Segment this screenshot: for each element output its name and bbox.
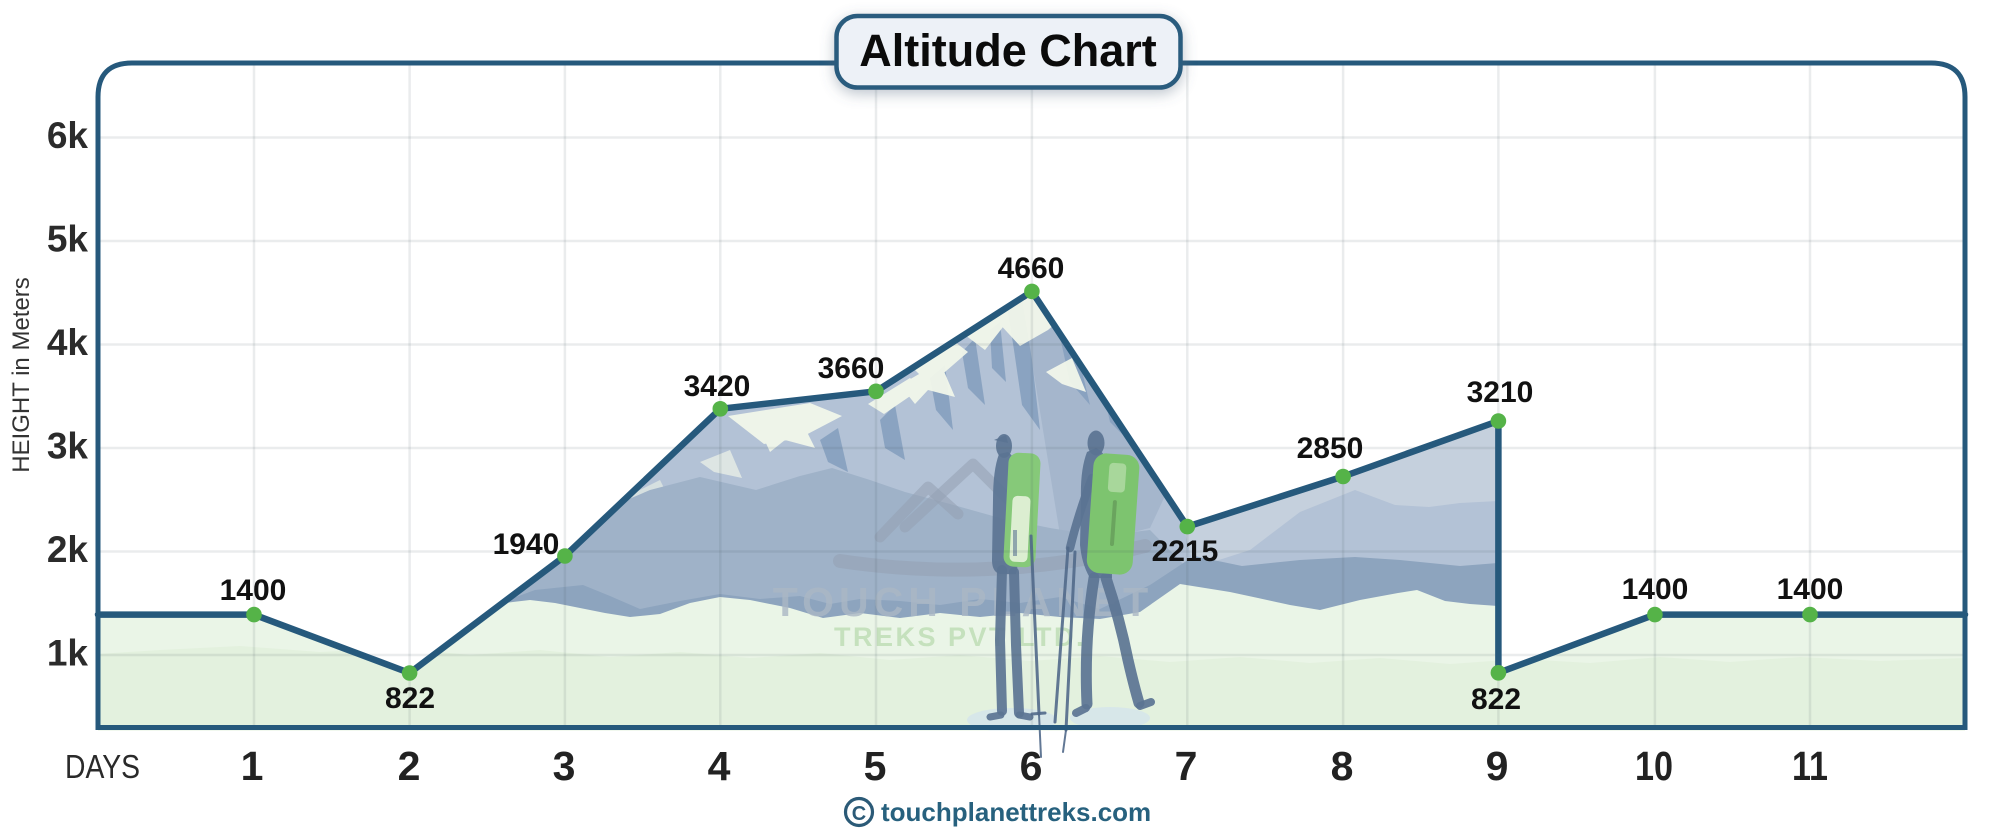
svg-text:2215: 2215	[1152, 535, 1219, 568]
svg-text:4: 4	[708, 743, 731, 789]
svg-text:9: 9	[1486, 743, 1509, 789]
svg-text:822: 822	[1471, 683, 1521, 716]
svg-text:5k: 5k	[47, 219, 89, 260]
svg-text:2850: 2850	[1297, 432, 1364, 465]
svg-text:4660: 4660	[998, 252, 1065, 285]
svg-text:11: 11	[1792, 743, 1828, 789]
svg-text:HEIGHT in Meters: HEIGHT in Meters	[8, 277, 35, 473]
svg-text:1400: 1400	[1777, 573, 1844, 606]
svg-text:3: 3	[553, 743, 576, 789]
svg-text:1940: 1940	[493, 528, 560, 561]
svg-text:DAYS: DAYS	[65, 748, 140, 785]
svg-text:1: 1	[241, 743, 264, 789]
svg-text:C: C	[852, 803, 866, 825]
svg-text:TREKS PVT LTD.: TREKS PVT LTD.	[834, 622, 1086, 652]
svg-text:3210: 3210	[1467, 376, 1534, 409]
svg-text:5: 5	[864, 743, 887, 789]
svg-text:1400: 1400	[1622, 573, 1689, 606]
svg-text:7: 7	[1175, 743, 1198, 789]
svg-text:3660: 3660	[818, 352, 885, 385]
svg-text:822: 822	[385, 682, 435, 715]
svg-text:6k: 6k	[47, 115, 89, 156]
svg-text:2: 2	[398, 743, 421, 789]
svg-text:1k: 1k	[47, 633, 89, 674]
svg-text:8: 8	[1331, 743, 1354, 789]
svg-text:10: 10	[1635, 743, 1673, 789]
svg-text:6: 6	[1020, 743, 1043, 789]
svg-text:1400: 1400	[220, 574, 287, 607]
svg-text:3k: 3k	[47, 426, 89, 467]
svg-text:Altitude Chart: Altitude Chart	[859, 25, 1157, 76]
svg-text:touchplanettreks.com: touchplanettreks.com	[881, 797, 1151, 827]
svg-text:2k: 2k	[47, 529, 89, 570]
svg-text:4k: 4k	[47, 322, 89, 363]
svg-text:3420: 3420	[684, 370, 751, 403]
